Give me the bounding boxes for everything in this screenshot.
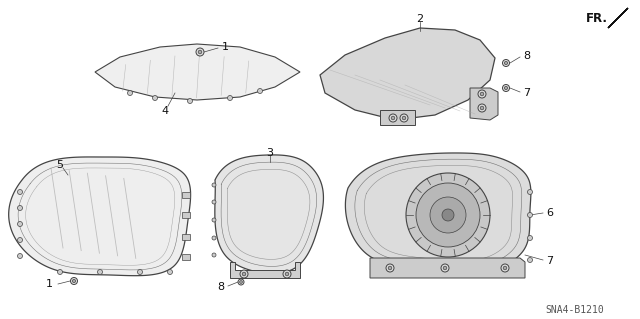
Circle shape	[212, 236, 216, 240]
Circle shape	[168, 270, 173, 275]
Circle shape	[17, 205, 22, 211]
Text: 8: 8	[217, 282, 224, 292]
Circle shape	[72, 279, 76, 283]
Circle shape	[400, 114, 408, 122]
Text: 7: 7	[523, 88, 530, 98]
Circle shape	[127, 91, 132, 95]
Polygon shape	[346, 153, 531, 272]
Circle shape	[152, 95, 157, 100]
Circle shape	[283, 270, 291, 278]
Circle shape	[188, 99, 193, 103]
Polygon shape	[608, 8, 628, 28]
Bar	[182, 254, 190, 260]
Circle shape	[527, 212, 532, 218]
Circle shape	[503, 266, 507, 270]
Circle shape	[97, 270, 102, 275]
Circle shape	[504, 62, 508, 64]
Circle shape	[478, 104, 486, 112]
Text: 5: 5	[56, 160, 63, 170]
Circle shape	[480, 92, 484, 96]
Text: 6: 6	[546, 208, 553, 218]
Circle shape	[502, 85, 509, 92]
Polygon shape	[370, 258, 525, 278]
Text: SNA4-B1210: SNA4-B1210	[546, 305, 604, 315]
Polygon shape	[215, 155, 323, 273]
Text: FR.: FR.	[586, 11, 608, 25]
Circle shape	[406, 173, 490, 257]
Text: 4: 4	[161, 106, 168, 116]
Circle shape	[527, 257, 532, 263]
Text: 1: 1	[222, 42, 229, 52]
Circle shape	[212, 253, 216, 257]
Circle shape	[242, 272, 246, 276]
Polygon shape	[470, 88, 498, 120]
Circle shape	[257, 88, 262, 93]
Circle shape	[402, 116, 406, 120]
Circle shape	[442, 209, 454, 221]
Circle shape	[239, 281, 243, 283]
Circle shape	[138, 270, 143, 275]
Circle shape	[391, 116, 395, 120]
Circle shape	[17, 221, 22, 226]
Circle shape	[17, 254, 22, 258]
Circle shape	[227, 95, 232, 100]
Text: 2: 2	[417, 14, 424, 24]
Polygon shape	[380, 110, 415, 125]
Circle shape	[389, 114, 397, 122]
Circle shape	[212, 183, 216, 187]
Bar	[182, 234, 190, 240]
Polygon shape	[9, 157, 191, 276]
Circle shape	[501, 264, 509, 272]
Bar	[182, 192, 190, 198]
Circle shape	[70, 278, 77, 285]
Circle shape	[388, 266, 392, 270]
Polygon shape	[320, 28, 495, 120]
Circle shape	[441, 264, 449, 272]
Circle shape	[527, 189, 532, 195]
Circle shape	[238, 279, 244, 285]
Circle shape	[502, 60, 509, 66]
Polygon shape	[95, 44, 300, 100]
Circle shape	[504, 86, 508, 90]
Circle shape	[58, 270, 63, 275]
Circle shape	[240, 270, 248, 278]
Circle shape	[17, 189, 22, 195]
Text: 1: 1	[46, 279, 53, 289]
Circle shape	[198, 50, 202, 54]
Polygon shape	[230, 262, 300, 278]
Circle shape	[478, 90, 486, 98]
Circle shape	[285, 272, 289, 276]
Circle shape	[212, 200, 216, 204]
Bar	[182, 212, 190, 218]
Circle shape	[527, 235, 532, 241]
Circle shape	[386, 264, 394, 272]
Circle shape	[430, 197, 466, 233]
Circle shape	[212, 218, 216, 222]
Circle shape	[416, 183, 480, 247]
Circle shape	[443, 266, 447, 270]
Circle shape	[17, 238, 22, 242]
Text: 7: 7	[546, 256, 553, 266]
Circle shape	[196, 48, 204, 56]
Circle shape	[480, 106, 484, 110]
Text: 8: 8	[523, 51, 530, 61]
Text: 3: 3	[266, 148, 273, 158]
